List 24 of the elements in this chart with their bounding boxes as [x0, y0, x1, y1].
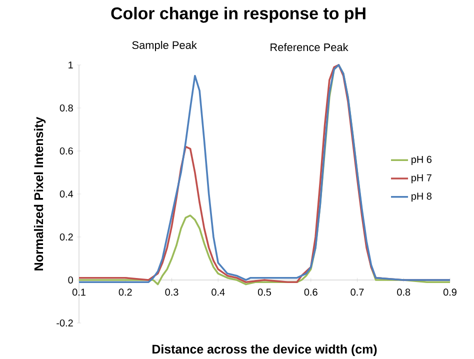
- y-tick-label: 0.4: [60, 190, 74, 198]
- x-tick-label: 0.1: [72, 288, 86, 296]
- legend-label: pH 8: [412, 192, 432, 202]
- legend-label: pH 7: [412, 174, 432, 184]
- x-tick-label: 0.5: [258, 288, 272, 296]
- y-tick-label: 0.8: [60, 104, 73, 112]
- y-tick-label: 0.2: [60, 233, 73, 240]
- chart-title: Color change in response to pH: [111, 6, 366, 23]
- x-tick-label: 0.2: [118, 288, 132, 296]
- text: Reference Peak: [270, 42, 348, 51]
- x-tick-label: 0.6: [304, 288, 318, 296]
- x-tick-label: 0.9: [443, 288, 456, 296]
- y-tick-label: 0.6: [60, 147, 73, 154]
- y-tick-label: 1: [68, 61, 73, 68]
- x-tick-label: 0.3: [165, 288, 178, 296]
- x-axis-title: Distance across the device width (cm): [152, 344, 377, 356]
- legend-label: pH 6: [412, 156, 432, 165]
- y-axis-title: Normalized Pixel Intensity: [34, 116, 46, 270]
- x-tick-label: 0.7: [350, 288, 364, 296]
- x-tick-label: 0.8: [397, 288, 410, 296]
- y-tick-label: 0: [68, 276, 73, 284]
- x-tick-label: 0.4: [212, 288, 225, 296]
- y-tick-label: -0.2: [56, 319, 73, 326]
- text: Sample Peak: [132, 40, 197, 51]
